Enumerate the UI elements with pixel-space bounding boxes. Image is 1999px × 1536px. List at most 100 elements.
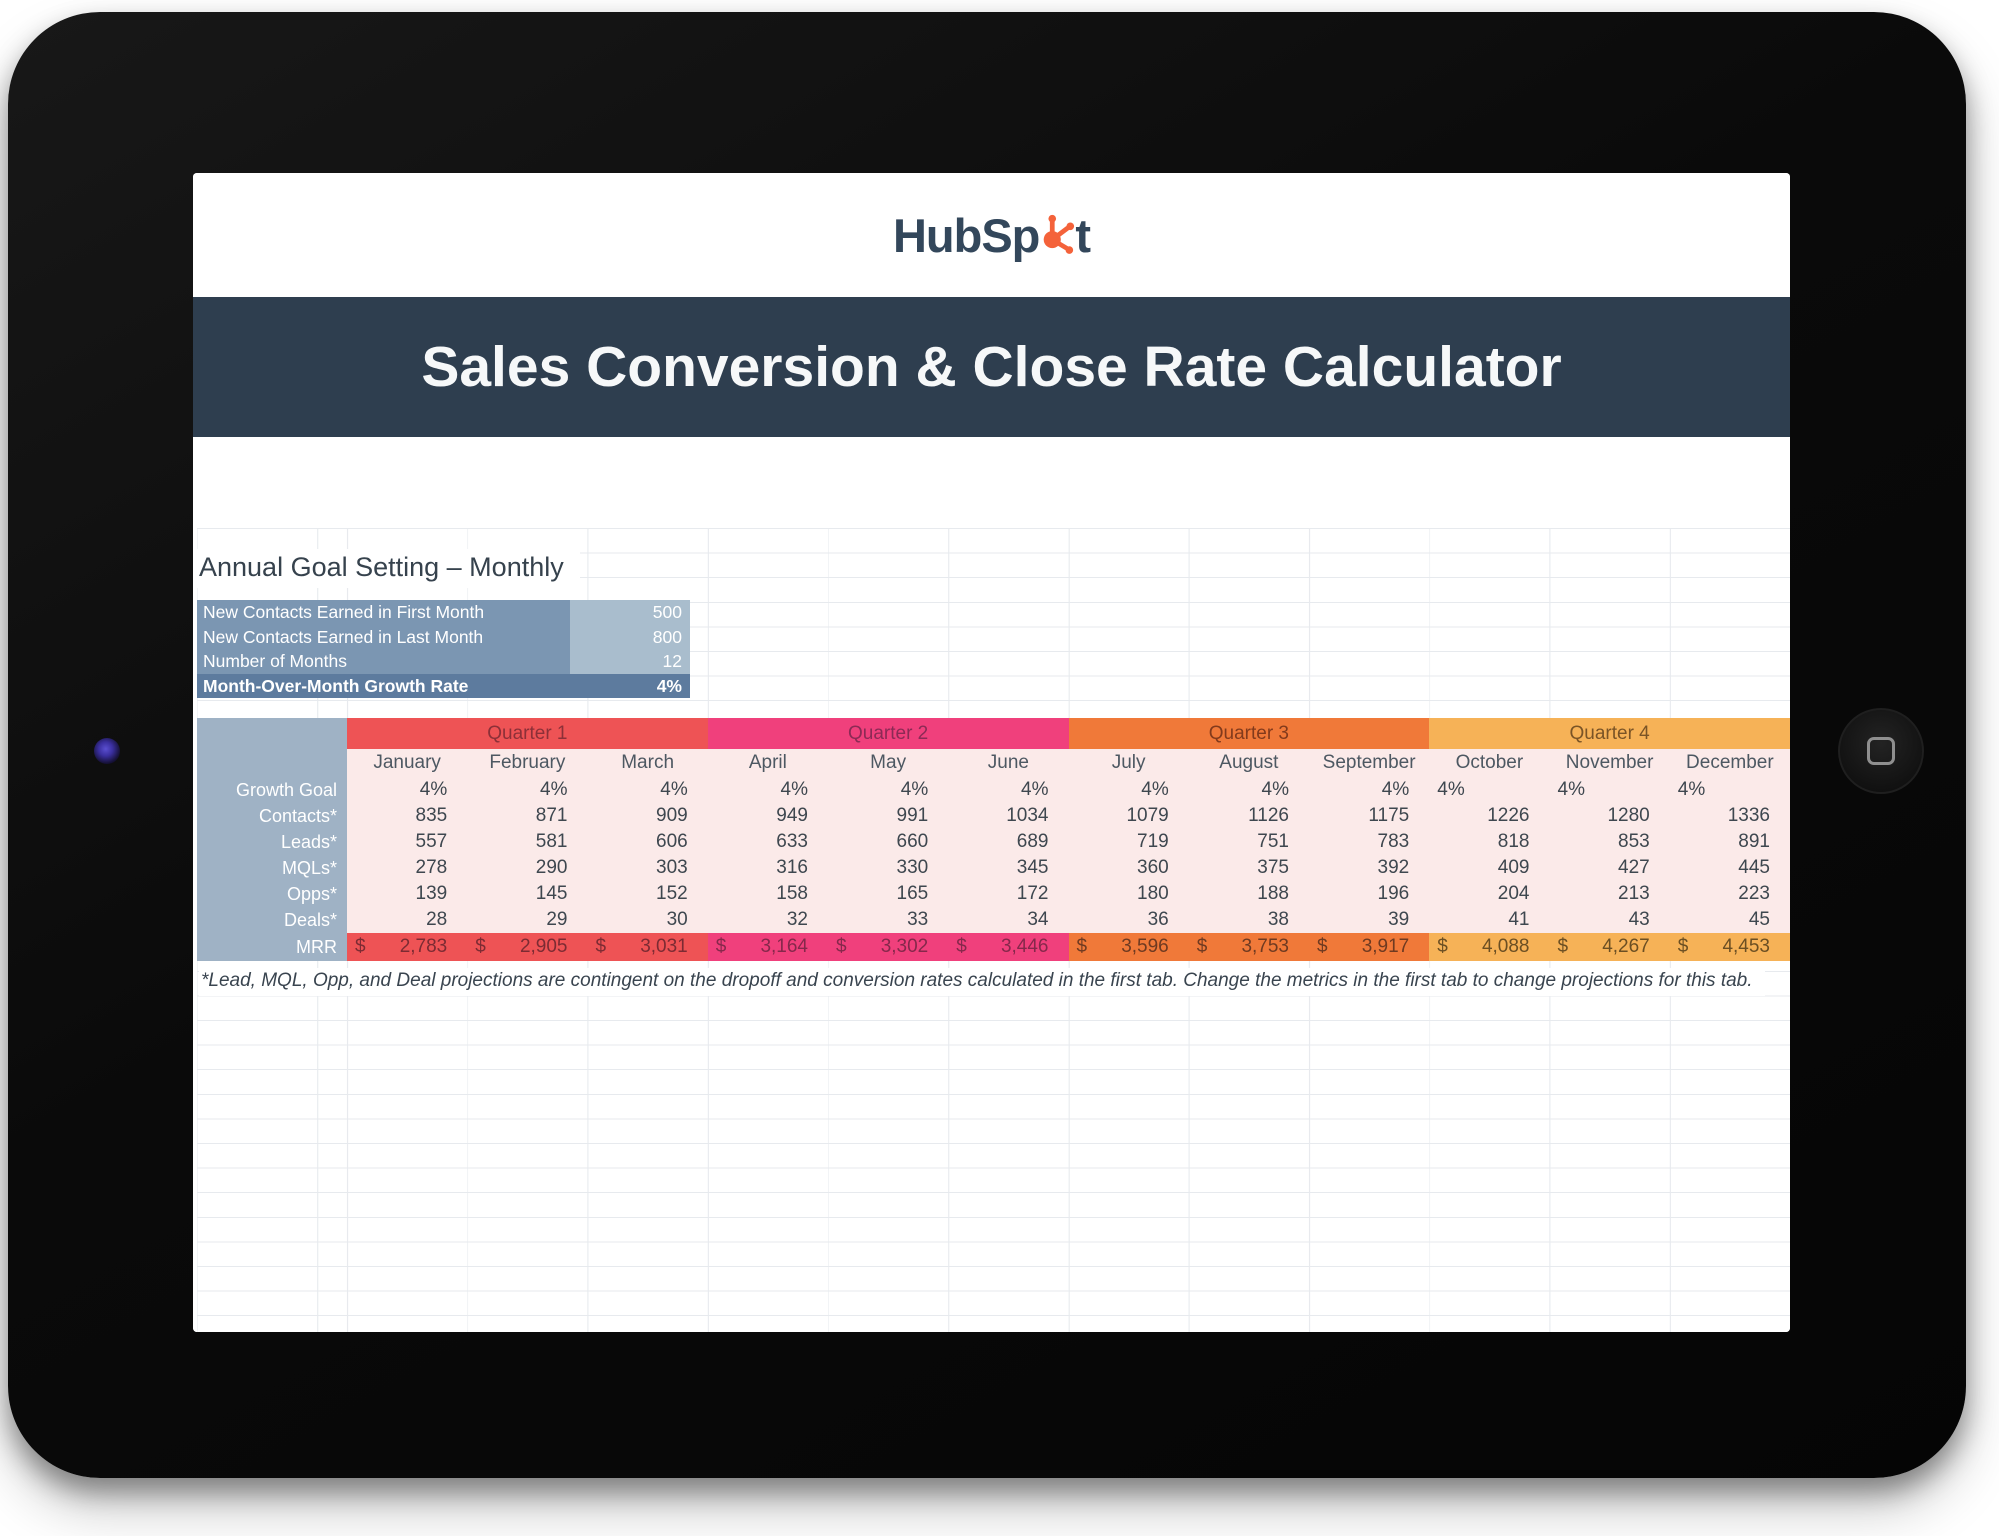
data-cell: 445 (1669, 855, 1790, 881)
setting-row: New Contacts Earned in First Month 500 (197, 600, 690, 625)
setting-value-cell[interactable]: 12 (570, 649, 690, 674)
data-cell: 188 (1188, 881, 1309, 907)
data-cell: 303 (587, 855, 708, 881)
data-cell: 28 (347, 907, 468, 933)
data-cell: 633 (707, 829, 828, 855)
mrr-cell: $2,905 (467, 933, 588, 961)
row-label: Opps* (197, 881, 347, 907)
data-cell: 223 (1669, 881, 1790, 907)
setting-row: Number of Months 12 (197, 649, 690, 674)
month-header: October (1429, 749, 1550, 777)
mrr-cell: $3,302 (828, 933, 949, 961)
data-cell: 29 (467, 907, 588, 933)
data-cell: 4% (1549, 777, 1670, 803)
month-header: May (828, 749, 949, 777)
data-cell: 4% (347, 777, 468, 803)
mrr-cell: $3,164 (707, 933, 828, 961)
mrr-cell: $2,783 (347, 933, 468, 961)
data-cell: 4% (948, 777, 1069, 803)
month-header: December (1669, 749, 1790, 777)
currency-symbol: $ (836, 936, 847, 957)
month-header: February (467, 749, 588, 777)
setting-label: New Contacts Earned in First Month (197, 600, 570, 625)
mrr-value: 2,783 (399, 936, 448, 957)
projection-table: Quarter 1 Quarter 2 Quarter 3 Quarter 4 Janu… (197, 718, 1790, 961)
mrr-value: 4,088 (1481, 936, 1530, 957)
setting-value-cell[interactable]: 500 (570, 600, 690, 625)
data-cell: 871 (467, 803, 588, 829)
row-label: Contacts* (197, 803, 347, 829)
setting-value-cell[interactable]: 4% (570, 673, 690, 698)
mrr-value: 3,596 (1121, 936, 1169, 957)
data-cell: 38 (1188, 907, 1309, 933)
data-cell: 4% (1429, 777, 1550, 803)
data-cell: 1280 (1549, 803, 1670, 829)
currency-symbol: $ (1196, 936, 1208, 957)
currency-symbol: $ (1677, 936, 1689, 957)
month-header: September (1309, 749, 1430, 777)
quarter-header: Quarter 3 (1068, 718, 1430, 749)
data-cell: 909 (587, 803, 708, 829)
data-cell: 290 (467, 855, 588, 881)
spreadsheet: Annual Goal Setting – Monthly New Contac… (193, 437, 1790, 1332)
setting-row: New Contacts Earned in Last Month 800 (197, 624, 690, 649)
month-header: August (1188, 749, 1309, 777)
data-cell: 427 (1549, 855, 1670, 881)
data-cell: 4% (467, 777, 588, 803)
logo-text-prefix: HubSp (892, 208, 1040, 262)
data-cell: 557 (347, 829, 468, 855)
data-cell: 45 (1669, 907, 1790, 933)
data-cell: 172 (948, 881, 1069, 907)
quarter-header: Quarter 4 (1429, 718, 1790, 749)
hubspot-logo: HubSp t (892, 208, 1091, 262)
data-cell: 316 (707, 855, 828, 881)
data-cell: 345 (948, 855, 1069, 881)
mrr-cell: $3,596 (1068, 933, 1189, 961)
data-cell: 719 (1068, 829, 1189, 855)
mrr-value: 3,164 (760, 936, 808, 957)
row-label: Deals* (197, 907, 347, 933)
mrr-cell: $3,917 (1309, 933, 1430, 961)
camera-icon (94, 738, 120, 764)
mrr-value: 3,753 (1241, 936, 1289, 957)
data-cell: 891 (1669, 829, 1790, 855)
data-cell: 158 (707, 881, 828, 907)
data-cell: 818 (1429, 829, 1550, 855)
data-cell: 278 (347, 855, 468, 881)
data-cell: 41 (1429, 907, 1550, 933)
data-cell: 375 (1188, 855, 1309, 881)
data-cell: 1226 (1429, 803, 1550, 829)
data-cell: 196 (1309, 881, 1430, 907)
data-cell: 835 (347, 803, 468, 829)
data-cell: 32 (707, 907, 828, 933)
mrr-cell: $4,088 (1429, 933, 1550, 961)
data-cell: 360 (1068, 855, 1189, 881)
currency-symbol: $ (1317, 936, 1328, 957)
logo-text-suffix: t (1075, 208, 1091, 262)
data-cell: 204 (1429, 881, 1550, 907)
currency-symbol: $ (355, 936, 366, 957)
screen: HubSp t (193, 173, 1790, 1332)
row-label: MQLs* (197, 855, 347, 881)
mrr-cell: $3,753 (1188, 933, 1309, 961)
data-cell: 33 (828, 907, 949, 933)
data-cell: 689 (948, 829, 1069, 855)
row-label: Growth Goal (197, 777, 347, 803)
footnote: *Lead, MQL, Opp, and Deal projections ar… (199, 968, 1765, 996)
month-header: April (707, 749, 828, 777)
currency-symbol: $ (715, 936, 727, 957)
mrr-cell: $4,453 (1669, 933, 1790, 961)
currency-symbol: $ (1076, 936, 1088, 957)
setting-value-cell[interactable]: 800 (570, 624, 690, 649)
home-button[interactable] (1838, 708, 1924, 794)
data-cell: 392 (1309, 855, 1430, 881)
data-cell: 4% (587, 777, 708, 803)
row-label: MRR (197, 933, 347, 961)
data-cell: 409 (1429, 855, 1550, 881)
title-banner: Sales Conversion & Close Rate Calculator (193, 297, 1790, 437)
setting-row-highlight: Month-Over-Month Growth Rate 4% (197, 673, 690, 698)
data-cell: 39 (1309, 907, 1430, 933)
setting-label: Month-Over-Month Growth Rate (197, 673, 570, 698)
data-cell: 1126 (1188, 803, 1309, 829)
